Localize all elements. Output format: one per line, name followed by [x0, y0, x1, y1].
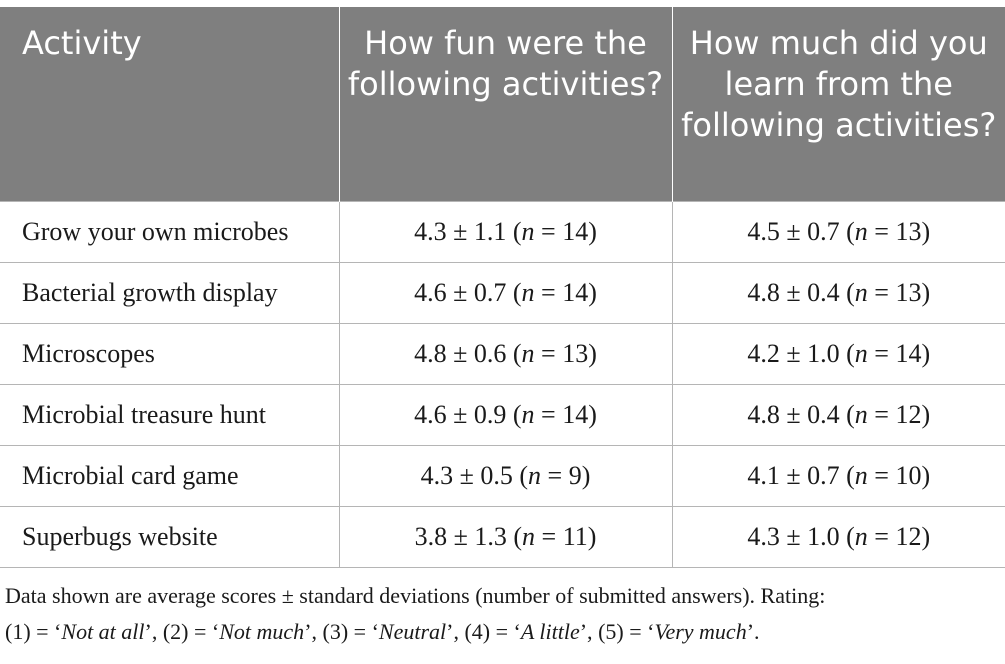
activity-cell: Microscopes: [0, 323, 340, 385]
sample-count: = 11): [535, 521, 597, 551]
score-value: 4.8 ± 0.6 (: [414, 338, 522, 368]
sample-count: = 14): [867, 338, 931, 368]
header-learn: How much did you learn from the followin…: [672, 7, 1005, 201]
score-value: 4.5 ± 0.7 (: [747, 216, 855, 246]
learn-score-cell: 4.8 ± 0.4 (n = 12): [672, 384, 1005, 446]
n-symbol: n: [854, 460, 868, 490]
rating-label: Very much: [654, 619, 747, 644]
fun-score-cell: 4.6 ± 0.7 (n = 14): [339, 262, 673, 324]
n-symbol: n: [854, 521, 868, 551]
table-header: Activity How fun were the following acti…: [0, 7, 1005, 201]
rating-scale: (1) = ‘Not at all’, (2) = ‘Not much’, (3…: [5, 614, 1000, 650]
header-row: Activity How fun were the following acti…: [0, 7, 1005, 201]
sample-count: = 14): [534, 277, 597, 307]
n-symbol: n: [854, 338, 868, 368]
learn-score-cell: 4.1 ± 0.7 (n = 10): [672, 445, 1005, 507]
table-row: Microscopes 4.8 ± 0.6 (n = 13) 4.2 ± 1.0…: [0, 323, 1005, 385]
sample-count: = 12): [867, 521, 931, 551]
table-row: Grow your own microbes 4.3 ± 1.1 (n = 14…: [0, 200, 1005, 263]
fun-score-cell: 4.3 ± 0.5 (n = 9): [339, 445, 673, 507]
table-row: Superbugs website 3.8 ± 1.3 (n = 11) 4.3…: [0, 506, 1005, 568]
score-value: 3.8 ± 1.3 (: [414, 521, 523, 551]
rating-label: A little: [520, 619, 580, 644]
learn-score-cell: 4.3 ± 1.0 (n = 12): [672, 506, 1005, 568]
table-footnote: Data shown are average scores ± standard…: [5, 578, 1000, 650]
learn-score-cell: 4.8 ± 0.4 (n = 13): [672, 262, 1005, 324]
table-row: Bacterial growth display 4.6 ± 0.7 (n = …: [0, 262, 1005, 324]
activity-cell: Microbial treasure hunt: [0, 384, 340, 446]
rating-code: (5) = ‘: [598, 619, 655, 644]
sample-count: = 13): [867, 277, 931, 307]
n-symbol: n: [522, 521, 536, 551]
n-symbol: n: [521, 216, 535, 246]
learn-score-cell: 4.5 ± 0.7 (n = 13): [672, 200, 1005, 263]
score-value: 4.3 ± 0.5 (: [420, 460, 529, 490]
score-value: 4.3 ± 1.1 (: [414, 216, 522, 246]
score-value: 4.6 ± 0.7 (: [414, 277, 522, 307]
sample-count: = 14): [534, 399, 597, 429]
n-symbol: n: [528, 460, 542, 490]
n-symbol: n: [521, 277, 535, 307]
sample-count: = 10): [867, 460, 931, 490]
score-value: 4.1 ± 0.7 (: [747, 460, 855, 490]
rating-label: Not at all: [61, 619, 145, 644]
score-value: 4.2 ± 1.0 (: [747, 338, 855, 368]
rating-label: Not much: [219, 619, 305, 644]
sample-count: = 13): [534, 338, 597, 368]
n-symbol: n: [854, 399, 868, 429]
activity-cell: Microbial card game: [0, 445, 340, 507]
score-value: 4.3 ± 1.0 (: [747, 521, 855, 551]
table-row: Microbial treasure hunt 4.6 ± 0.9 (n = 1…: [0, 384, 1005, 446]
fun-score-cell: 4.8 ± 0.6 (n = 13): [339, 323, 673, 385]
fun-score-cell: 3.8 ± 1.3 (n = 11): [339, 506, 673, 568]
header-activity: Activity: [0, 7, 340, 201]
rating-label: Neutral: [378, 619, 447, 644]
rating-code: (3) = ‘: [322, 619, 379, 644]
rating-code: (4) = ‘: [464, 619, 521, 644]
n-symbol: n: [854, 216, 868, 246]
score-value: 4.8 ± 0.4 (: [747, 277, 855, 307]
rating-separator: ’,: [446, 619, 465, 644]
rating-separator: ’,: [144, 619, 163, 644]
activity-cell: Bacterial growth display: [0, 262, 340, 324]
survey-results-table: Activity How fun were the following acti…: [0, 7, 1005, 568]
n-symbol: n: [521, 338, 535, 368]
n-symbol: n: [521, 399, 535, 429]
sample-count: = 9): [541, 460, 591, 490]
activity-cell: Superbugs website: [0, 506, 340, 568]
header-fun: How fun were the following activities?: [339, 7, 673, 201]
sample-count: = 14): [534, 216, 597, 246]
rating-separator: ’,: [579, 619, 599, 644]
footnote-line: Data shown are average scores ± standard…: [5, 583, 826, 608]
sample-count: = 12): [867, 399, 931, 429]
rating-code: (1) = ‘: [5, 619, 62, 644]
rating-separator: ’,: [304, 619, 323, 644]
table-body: Grow your own microbes 4.3 ± 1.1 (n = 14…: [0, 200, 1005, 568]
sample-count: = 13): [867, 216, 931, 246]
n-symbol: n: [854, 277, 868, 307]
fun-score-cell: 4.3 ± 1.1 (n = 14): [339, 200, 673, 263]
rating-separator: ’.: [746, 619, 760, 644]
learn-score-cell: 4.2 ± 1.0 (n = 14): [672, 323, 1005, 385]
table-row: Microbial card game 4.3 ± 0.5 (n = 9) 4.…: [0, 445, 1005, 507]
activity-cell: Grow your own microbes: [0, 200, 340, 263]
score-value: 4.8 ± 0.4 (: [747, 399, 855, 429]
score-value: 4.6 ± 0.9 (: [414, 399, 522, 429]
fun-score-cell: 4.6 ± 0.9 (n = 14): [339, 384, 673, 446]
rating-code: (2) = ‘: [162, 619, 220, 644]
